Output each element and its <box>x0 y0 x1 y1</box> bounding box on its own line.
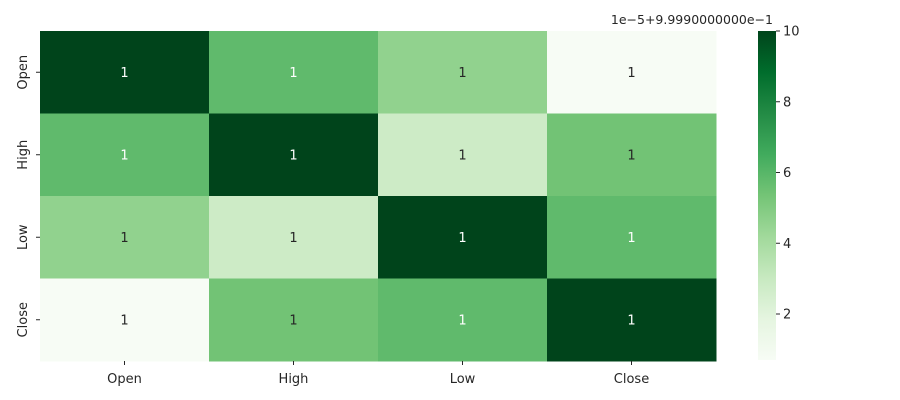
heatmap-cell <box>40 278 210 362</box>
heatmap-cells <box>40 31 717 362</box>
cell-annotation: 1 <box>120 313 128 328</box>
x-tick-label: Open <box>107 372 142 387</box>
y-tick-label: Close <box>16 302 31 337</box>
x-tick-label: Low <box>450 372 476 387</box>
cell-annotation: 1 <box>458 231 466 246</box>
y-axis: Open High Low Close <box>16 55 40 337</box>
x-tick-label: High <box>279 372 309 387</box>
cell-annotation: 1 <box>120 231 128 246</box>
heatmap-cell <box>209 31 379 114</box>
heatmap-cell <box>378 113 548 197</box>
cell-annotation: 1 <box>627 313 635 328</box>
y-tick-label: Open <box>16 55 31 90</box>
colorbar-offset-label: 1e−5+9.9990000000e−1 <box>611 12 773 27</box>
colorbar <box>758 31 776 360</box>
cell-annotation: 1 <box>458 313 466 328</box>
heatmap-annotations: 1 1 1 1 1 1 1 1 1 1 1 1 1 1 1 1 <box>120 66 635 329</box>
colorbar-tick-label: 2 <box>783 308 791 323</box>
heatmap-cell <box>547 278 717 362</box>
cell-annotation: 1 <box>458 66 466 81</box>
cell-annotation: 1 <box>289 231 297 246</box>
colorbar-tick-label: 4 <box>783 237 791 252</box>
cell-annotation: 1 <box>120 66 128 81</box>
heatmap-cell <box>547 113 717 197</box>
x-tick-label: Close <box>614 372 649 387</box>
heatmap-cell <box>209 278 379 362</box>
x-axis: Open High Low Close <box>107 361 649 387</box>
cell-annotation: 1 <box>627 66 635 81</box>
heatmap-cell <box>40 196 210 279</box>
cell-annotation: 1 <box>627 148 635 163</box>
colorbar-tick-label: 6 <box>783 166 791 181</box>
heatmap-cell <box>547 196 717 279</box>
cell-annotation: 1 <box>289 313 297 328</box>
cell-annotation: 1 <box>120 148 128 163</box>
heatmap-cell <box>40 113 210 197</box>
cell-annotation: 1 <box>289 66 297 81</box>
colorbar-tick-label: 8 <box>783 95 791 110</box>
cell-annotation: 1 <box>289 148 297 163</box>
heatmap-cell <box>209 196 379 279</box>
y-tick-label: Low <box>16 224 31 250</box>
heatmap-cell <box>209 113 379 197</box>
heatmap-cell <box>40 31 210 114</box>
heatmap-cell <box>547 31 717 114</box>
heatmap-cell <box>378 31 548 114</box>
cell-annotation: 1 <box>458 148 466 163</box>
heatmap-cell <box>378 196 548 279</box>
colorbar-tick-label: 10 <box>783 25 800 40</box>
heatmap-cell <box>378 278 548 362</box>
colorbar-ticks: 2 4 6 8 10 <box>776 25 800 323</box>
cell-annotation: 1 <box>627 231 635 246</box>
y-tick-label: High <box>16 140 31 170</box>
